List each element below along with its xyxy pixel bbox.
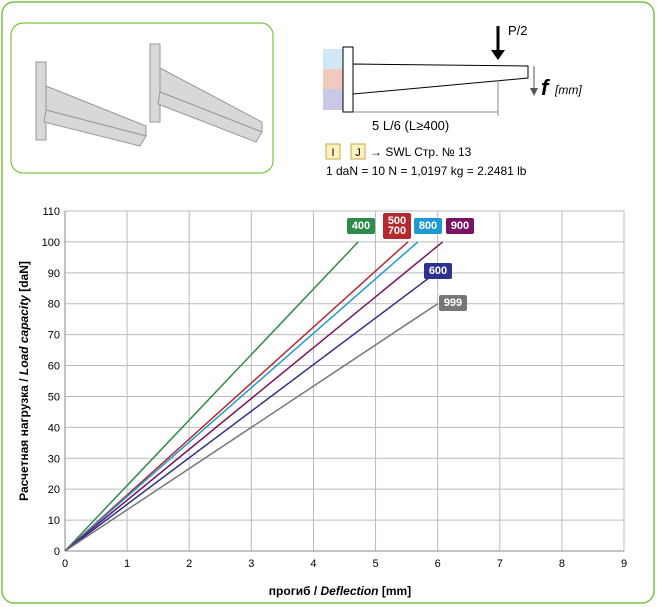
x-tick-label: 3: [248, 558, 254, 570]
y-tick-label: 40: [48, 422, 60, 434]
series-label: 999: [439, 295, 467, 311]
length-label: 5 L/6 (L≥400): [372, 118, 449, 133]
series-label: 800: [414, 218, 442, 234]
y-tick-label: 20: [48, 484, 60, 496]
x-tick-label: 6: [435, 558, 441, 570]
y-tick-label: 0: [54, 546, 60, 558]
x-tick-label: 4: [310, 558, 316, 570]
y-tick-label: 80: [48, 299, 60, 311]
y-label-part: Load capacity: [17, 294, 31, 375]
x-tick-label: 8: [559, 558, 565, 570]
series-line: [64, 272, 437, 552]
conversion: 1 daN = 10 N = 1,0197 kg = 2.2481 lb: [326, 164, 527, 178]
series-line: [64, 241, 409, 552]
y-tick-label: 30: [48, 453, 60, 465]
x-tick-label: 2: [186, 558, 192, 570]
load-label: P/2: [508, 23, 528, 38]
series-label: 600: [424, 263, 452, 279]
bracket-images: [35, 43, 263, 147]
x-tick-label: 5: [372, 558, 378, 570]
beam-diagram: [323, 26, 538, 160]
y-tick-label: 90: [48, 268, 60, 280]
x-tick-label: 9: [621, 558, 627, 570]
series-label: 900: [446, 218, 474, 234]
series-label: 400: [347, 218, 375, 234]
deflection-unit: [mm]: [554, 83, 582, 97]
series-line: [64, 241, 419, 552]
deflection-symbol: f: [541, 75, 551, 100]
series-line: [64, 303, 439, 552]
image-box: [10, 22, 274, 174]
y-label-part: [daN]: [17, 261, 31, 295]
reference: → SWL Стр. № 13: [370, 145, 472, 159]
x-tick-label: 1: [124, 558, 130, 570]
marker: J: [355, 147, 361, 159]
series-line: [64, 241, 359, 552]
y-tick-label: 60: [48, 361, 60, 373]
series-line: [64, 241, 444, 552]
x-label-part: [mm]: [379, 584, 412, 598]
x-tick-label: 7: [497, 558, 503, 570]
y-tick-label: 110: [42, 206, 60, 218]
x-label-part: прогиб /: [269, 584, 321, 598]
y-tick-label: 10: [48, 515, 60, 527]
x-tick-label: 0: [62, 558, 68, 570]
x-label-part: Deflection: [321, 584, 379, 598]
y-axis-label: Расчетная нагрузка / Load capacity [daN]: [17, 261, 31, 501]
series-label: 500 700: [383, 213, 411, 239]
y-tick-label: 100: [42, 237, 60, 249]
x-axis-label: прогиб / Deflection [mm]: [269, 584, 411, 598]
y-tick-label: 70: [48, 330, 60, 342]
y-tick-label: 50: [48, 391, 60, 403]
y-label-part: Расчетная нагрузка /: [17, 375, 31, 501]
marker: I: [331, 147, 334, 159]
